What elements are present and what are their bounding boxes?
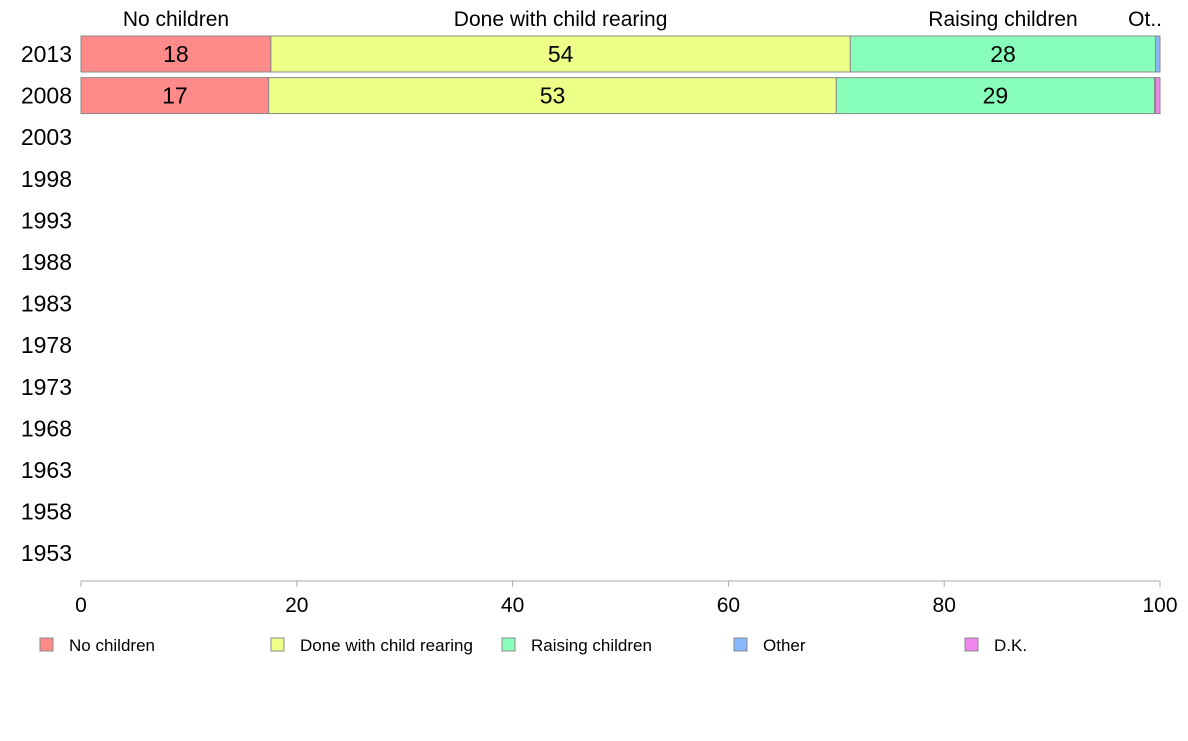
bar-value-label: 29 xyxy=(983,83,1009,109)
year-label: 1963 xyxy=(21,457,72,483)
year-label: 2013 xyxy=(21,41,72,67)
bar-segment xyxy=(268,77,837,115)
year-label: 1998 xyxy=(21,166,72,192)
year-label: 1978 xyxy=(21,332,72,358)
bar-value-label: 18 xyxy=(163,41,189,67)
bar-segment xyxy=(270,35,851,73)
bar-value-label: 17 xyxy=(162,83,188,109)
year-label: 1968 xyxy=(21,415,72,441)
bar-value-label: 53 xyxy=(540,83,566,109)
series-top-label: Done with child rearing xyxy=(454,8,668,31)
year-label: 1983 xyxy=(21,291,72,317)
bar-segment xyxy=(1155,35,1161,73)
legend-label: No children xyxy=(69,636,155,655)
series-top-label: No children xyxy=(123,8,229,31)
year-label: 1953 xyxy=(21,540,72,566)
year-label: 1993 xyxy=(21,207,72,233)
legend-swatch xyxy=(733,637,748,652)
legend-swatch xyxy=(270,637,285,652)
bar-segment xyxy=(80,35,272,73)
series-top-label: Raising children xyxy=(928,8,1077,31)
x-tick-label: 40 xyxy=(501,594,524,617)
x-tick-label: 20 xyxy=(285,594,308,617)
series-top-label: Ot.. xyxy=(1128,8,1162,31)
year-label: 2008 xyxy=(21,83,72,109)
x-tick-label: 80 xyxy=(933,594,956,617)
legend-label: Other xyxy=(763,636,806,655)
x-tick-label: 0 xyxy=(75,594,87,617)
legend-swatch xyxy=(501,637,516,652)
year-label: 2003 xyxy=(21,124,72,150)
legend-label: D.K. xyxy=(994,636,1027,655)
legend-swatch xyxy=(964,637,979,652)
legend-label: Raising children xyxy=(531,636,652,655)
bar-segment xyxy=(1155,77,1161,115)
bar-value-label: 28 xyxy=(990,41,1016,67)
year-label: 1988 xyxy=(21,249,72,275)
year-label: 1958 xyxy=(21,499,72,525)
bar-segment xyxy=(835,77,1156,115)
bar-segment xyxy=(849,35,1157,73)
year-label: 1973 xyxy=(21,374,72,400)
legend-label: Done with child rearing xyxy=(300,636,473,655)
x-tick-label: 60 xyxy=(717,594,740,617)
bar-value-label: 54 xyxy=(548,41,574,67)
x-tick-label: 100 xyxy=(1142,594,1177,617)
legend-swatch xyxy=(39,637,54,652)
